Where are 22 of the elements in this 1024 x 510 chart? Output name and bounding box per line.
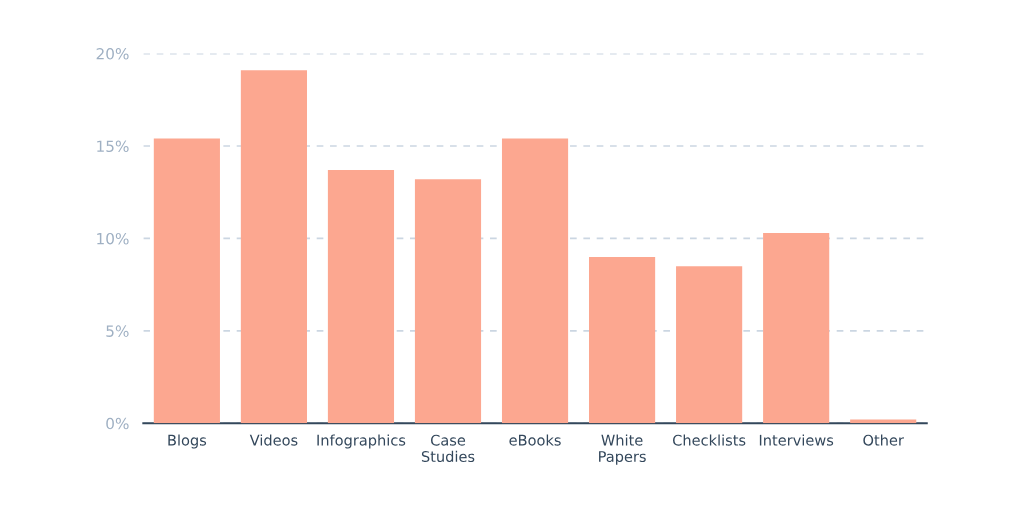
bar	[240, 70, 307, 424]
x-tick-label: Other	[863, 434, 904, 446]
bar	[327, 170, 395, 424]
x-tick-label: eBooks	[509, 434, 561, 446]
x-tick-label: Interviews	[759, 434, 834, 446]
x-tick-label: Infographics	[317, 434, 406, 449]
bar	[676, 266, 743, 424]
y-tick-label: 5%	[106, 325, 129, 337]
bar	[414, 179, 482, 424]
x-tick-label: Case Studies	[421, 434, 475, 463]
x-tick-label: Checklists	[673, 434, 746, 446]
x-tick-label: Blogs	[168, 434, 207, 449]
bar	[153, 138, 220, 424]
bar	[501, 138, 569, 424]
y-tick-label: 0%	[106, 417, 129, 430]
x-tick-label: Videos	[249, 434, 298, 446]
y-tick-label: 20%	[96, 48, 129, 60]
y-tick-label: 15%	[97, 140, 129, 153]
bar	[763, 232, 830, 424]
y-tick-label: 10%	[97, 232, 129, 245]
bar	[589, 256, 656, 424]
x-tick-label: White Papers	[599, 434, 646, 465]
